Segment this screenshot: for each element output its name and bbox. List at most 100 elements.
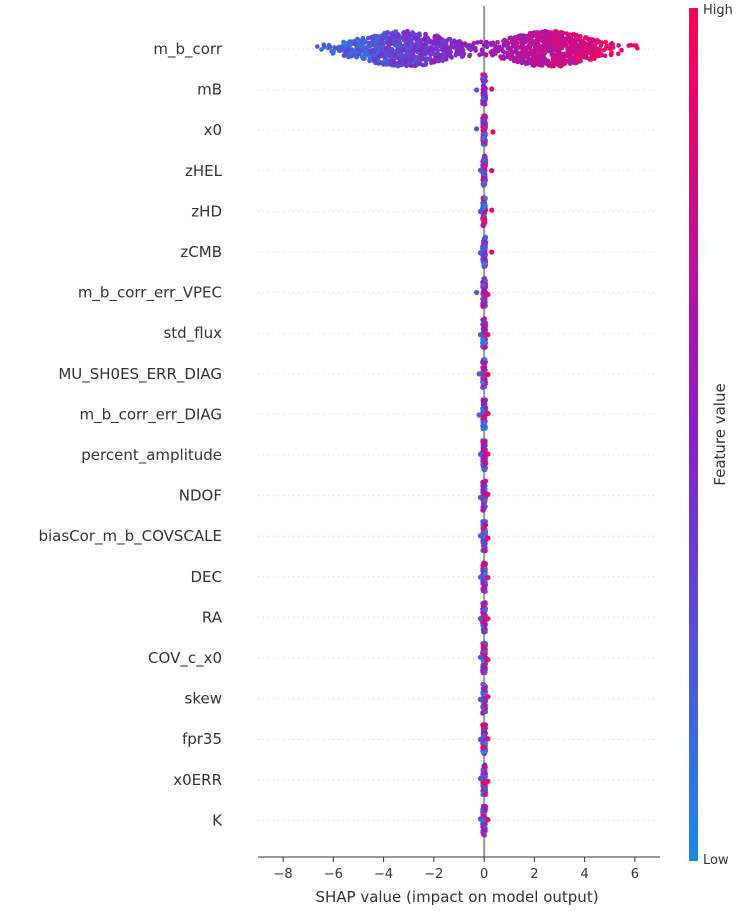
shap-point (370, 34, 375, 40)
shap-point (483, 561, 488, 566)
shap-point (477, 696, 483, 703)
shap-point (353, 49, 358, 55)
shap-point (554, 52, 559, 57)
feature-label: x0ERR (173, 771, 222, 789)
shap-point (376, 54, 382, 60)
shap-point (433, 51, 439, 57)
shap-point (572, 55, 578, 61)
x-axis-title: SHAP value (impact on model output) (315, 888, 598, 906)
shap-point (426, 48, 432, 54)
shap-point (485, 657, 491, 663)
shap-point (616, 43, 621, 48)
shap-point (483, 345, 488, 350)
shap-point (480, 506, 485, 511)
shap-point (341, 53, 347, 58)
shap-point (534, 30, 540, 36)
shap-point (593, 41, 598, 47)
shap-point (485, 575, 491, 581)
shap-point (552, 32, 557, 38)
shap-point (451, 38, 457, 43)
colorbar: High Low Feature value (689, 3, 733, 868)
shap-point (404, 51, 410, 56)
shap-point (481, 264, 487, 270)
shap-point (410, 30, 415, 35)
shap-point (481, 182, 486, 188)
shap-point (413, 35, 419, 41)
shap-point (342, 40, 348, 45)
shap-point (483, 235, 488, 241)
shap-point (412, 44, 418, 49)
shap-point (477, 451, 483, 457)
shap-point (502, 50, 508, 55)
x-tick-label: 2 (530, 867, 538, 882)
shap-point (508, 35, 514, 41)
colorbar-low-label: Low (703, 853, 729, 868)
shap-point (376, 48, 381, 53)
shap-point (386, 30, 392, 36)
shap-point (444, 42, 449, 47)
shap-point (483, 698, 489, 703)
feature-label: x0 (204, 121, 222, 139)
shap-point (474, 126, 480, 132)
shap-point (539, 46, 545, 51)
feature-label: std_flux (163, 324, 222, 343)
shap-point (376, 61, 382, 66)
shap-point (485, 817, 491, 823)
shap-point (526, 58, 531, 63)
shap-point (477, 816, 483, 822)
shap-point (480, 704, 485, 710)
feature-label: zCMB (180, 243, 222, 261)
shap-point (569, 32, 574, 38)
shap-point (626, 43, 631, 48)
shap-point (383, 61, 389, 66)
shap-point (481, 832, 486, 837)
shap-point (327, 44, 333, 50)
x-tick-label: 0 (480, 867, 488, 882)
shap-point (485, 736, 491, 742)
shap-point (552, 45, 558, 50)
shap-point (578, 47, 583, 52)
shap-point (427, 56, 433, 61)
shap-point (481, 813, 486, 818)
shap-point (333, 46, 338, 51)
shap-point (408, 45, 414, 51)
feature-label: K (212, 811, 223, 829)
shap-point (526, 39, 532, 45)
shap-point (477, 736, 483, 743)
x-tick-label: −8 (274, 867, 293, 882)
shap-point (474, 87, 480, 93)
shap-point (483, 461, 488, 466)
shap-point (482, 762, 487, 768)
shap-point (431, 59, 437, 65)
shap-point (490, 129, 496, 135)
shap-point (483, 622, 488, 627)
shap-point (577, 38, 583, 43)
shap-point (475, 40, 480, 45)
shap-point (573, 37, 578, 42)
shap-point (480, 84, 486, 89)
shap-point (483, 140, 488, 145)
shap-point (345, 51, 351, 56)
shap-point (481, 100, 486, 105)
shap-point (485, 491, 491, 497)
shap-point (483, 53, 489, 58)
shap-point (437, 35, 443, 41)
shap-point (477, 574, 483, 580)
feature-label: COV_c_x0 (148, 649, 222, 668)
shap-point (483, 766, 488, 771)
shap-point (480, 658, 485, 663)
shap-point (535, 59, 540, 65)
x-tick-label: −6 (324, 867, 343, 882)
shap-point (483, 600, 488, 605)
shap-point (530, 62, 536, 67)
shap-point (483, 478, 489, 484)
shap-point (441, 53, 446, 59)
shap-point (561, 51, 566, 57)
shap-point (362, 48, 367, 54)
shap-point (583, 35, 588, 40)
shap-point (481, 682, 487, 687)
x-tick-label: −4 (374, 867, 393, 882)
shap-point (481, 805, 486, 811)
shap-point (413, 63, 418, 69)
shap-point (485, 778, 491, 784)
